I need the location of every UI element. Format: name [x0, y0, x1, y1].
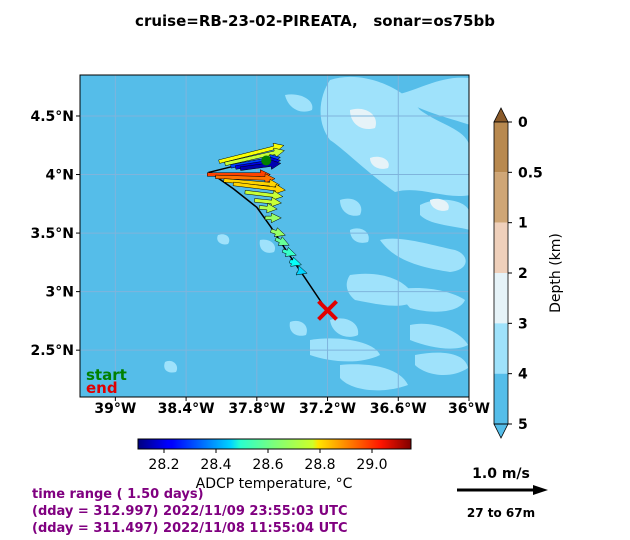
depth-bar-top-extension: [493, 107, 509, 123]
depth-tick-label: 3: [518, 316, 528, 332]
temperature-colorbar-ticks: 28.2 28.4 28.6 28.8 29.0: [148, 449, 388, 473]
current-vectors: [207, 142, 308, 276]
y-tick-label: 4°N: [46, 168, 74, 184]
shallow-region: [395, 288, 465, 312]
temperature-tick-label: 28.2: [148, 457, 179, 473]
x-tick-label: 36°W: [448, 401, 490, 417]
temperature-colorbar-label: ADCP temperature, °C: [196, 476, 353, 492]
legend-start-label: start: [86, 366, 127, 384]
depth-bar-segment: [494, 222, 508, 273]
depth-bar-label: Depth (km): [548, 233, 564, 313]
track-markers: [261, 155, 338, 321]
shallow-region: [340, 198, 362, 216]
shallow-region: [285, 94, 313, 112]
shallow-region: [164, 360, 178, 373]
current-vector-arrow: [215, 173, 276, 184]
shallow-region: [395, 77, 469, 125]
x-tick-label: 37.8°W: [228, 401, 285, 417]
temperature-tick-label: 29.0: [356, 457, 387, 473]
current-vector-arrow: [232, 181, 286, 195]
current-vector-arrow: [258, 202, 278, 214]
depth-bar-segment: [494, 122, 508, 173]
depth-colorbar: 0 0.5 1 2 3 4 5: [493, 107, 543, 439]
depth-bar-segment: [494, 373, 508, 424]
shallow-region: [330, 318, 359, 337]
x-axis-ticks: 39°W 38.4°W 37.8°W 37.2°W 36.6°W 36°W: [94, 397, 490, 417]
y-tick-label: 2.5°N: [30, 343, 74, 359]
depth-tick-label: 1: [518, 216, 528, 232]
chart-title: cruise=RB-23-02-PIREATA, sonar=os75bb: [135, 12, 495, 30]
current-vector-arrow: [224, 147, 285, 166]
temperature-tick-label: 28.6: [252, 457, 283, 473]
shallow-region: [289, 320, 307, 336]
y-tick-label: 3.5°N: [30, 226, 74, 242]
end-marker-stroke: [317, 299, 338, 321]
map-frame: [79, 74, 470, 398]
time-range-info: time range ( 1.50 days) (dday = 312.997)…: [32, 486, 348, 537]
y-axis-ticks: 4.5°N 4°N 3.5°N 3°N 2.5°N: [30, 109, 80, 359]
depth-bar-bottom-extension: [493, 423, 509, 439]
shallow-region: [350, 228, 369, 243]
x-tick-label: 36.6°W: [370, 401, 427, 417]
x-tick-label: 38.4°W: [158, 401, 215, 417]
legend-end-label: end: [86, 379, 118, 397]
depth-tick-label: 0.5: [518, 165, 543, 181]
depth-bar-segment: [494, 323, 508, 374]
start-marker: [261, 155, 272, 166]
current-vector-arrow: [270, 227, 286, 238]
shallow-region: [415, 352, 468, 376]
shoal-region: [430, 198, 449, 211]
x-tick-label: 37.2°W: [299, 401, 356, 417]
temperature-tick-label: 28.4: [200, 457, 231, 473]
current-vector-arrow: [295, 265, 308, 276]
y-tick-label: 4.5°N: [30, 109, 74, 125]
current-vector-arrow: [264, 212, 282, 224]
shallow-region: [410, 323, 468, 349]
shallow-region: [320, 76, 469, 196]
current-vector-arrow: [281, 246, 297, 257]
shoal-region: [350, 108, 376, 130]
scale-speed-label: 1.0 m/s: [472, 466, 530, 482]
depth-bar-segment: [494, 172, 508, 223]
scale-arrow: [457, 485, 548, 495]
current-vector-arrow: [239, 159, 282, 171]
y-tick-label: 3°N: [46, 285, 74, 301]
shallow-region: [340, 364, 408, 391]
time-range-duration: time range ( 1.50 days): [32, 487, 204, 502]
shallow-region: [259, 239, 276, 253]
shallow-region: [217, 234, 230, 245]
current-vector-arrow: [254, 196, 283, 208]
temperature-colorbar: [137, 438, 412, 450]
x-tick-label: 39°W: [94, 401, 136, 417]
shallow-region: [420, 199, 469, 230]
shoal-region: [370, 156, 389, 169]
map-area: [79, 74, 470, 398]
time-range-end: (dday = 312.997) 2022/11/09 23:55:03 UTC: [32, 504, 348, 519]
current-vector-arrow: [288, 256, 303, 267]
depth-tick-label: 5: [518, 417, 528, 433]
current-vector-arrow: [274, 236, 290, 246]
temperature-tick-label: 28.8: [304, 457, 335, 473]
depth-bar-segment: [494, 273, 508, 324]
depth-tick-label: 4: [518, 367, 528, 383]
time-range-start: (dday = 311.497) 2022/11/08 11:55:04 UTC: [32, 521, 348, 536]
depth-tick-label: 2: [518, 266, 528, 282]
scale-depth-range: 27 to 67m: [467, 506, 535, 520]
depth-tick-label: 0: [518, 115, 528, 131]
shallow-region: [380, 238, 466, 272]
